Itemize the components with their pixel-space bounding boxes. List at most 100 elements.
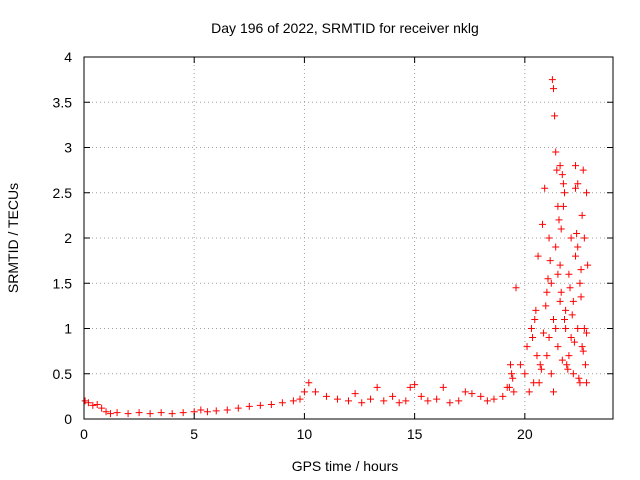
data-point	[546, 257, 554, 265]
data-point	[562, 306, 570, 314]
data-point	[509, 374, 517, 382]
data-point	[535, 379, 543, 387]
x-tick-label: 5	[190, 426, 198, 442]
data-point	[157, 409, 165, 417]
y-tick-label: 3	[64, 140, 72, 156]
data-point	[549, 85, 557, 93]
data-point	[93, 401, 101, 409]
y-tick-label: 1	[64, 321, 72, 337]
data-point	[311, 388, 319, 396]
data-point	[322, 392, 330, 400]
data-point	[549, 315, 557, 323]
data-point	[577, 266, 585, 274]
y-tick-label: 4	[64, 49, 72, 65]
data-point	[541, 184, 549, 192]
y-tick-label: 0.5	[53, 366, 73, 382]
data-point	[565, 352, 573, 360]
data-point	[146, 410, 154, 418]
data-point	[552, 243, 560, 251]
data-point	[576, 379, 584, 387]
data-point	[578, 343, 586, 351]
data-point	[584, 261, 592, 269]
chart-title: Day 196 of 2022, SRMTID for receiver nkl…	[211, 20, 479, 36]
data-point	[574, 180, 582, 188]
data-point	[583, 189, 591, 197]
data-point	[576, 279, 584, 287]
data-point	[81, 397, 89, 405]
data-point	[179, 409, 187, 417]
data-point	[439, 383, 447, 391]
data-point	[424, 397, 432, 405]
data-point	[561, 189, 569, 197]
y-tick-label: 1.5	[53, 275, 73, 291]
data-point	[554, 270, 562, 278]
data-point	[433, 395, 441, 403]
y-tick-label: 2.5	[53, 185, 73, 201]
data-point	[483, 397, 491, 405]
y-tick-label: 3.5	[53, 94, 73, 110]
data-point	[521, 370, 529, 378]
data-point	[567, 334, 575, 342]
data-point	[373, 383, 381, 391]
data-point	[389, 392, 397, 400]
data-point	[569, 370, 577, 378]
data-point	[537, 365, 545, 373]
data-point	[554, 343, 562, 351]
data-point	[84, 399, 92, 407]
data-point	[569, 297, 577, 305]
data-point	[562, 325, 570, 332]
data-point	[579, 166, 587, 174]
x-tick-label: 20	[517, 426, 533, 442]
data-point	[499, 392, 507, 400]
data-point	[579, 347, 587, 355]
data-point	[417, 392, 425, 400]
data-point	[544, 275, 552, 283]
data-point	[525, 388, 533, 396]
data-points	[81, 76, 592, 418]
data-point	[529, 334, 537, 342]
data-point	[477, 392, 485, 400]
data-point	[545, 334, 553, 342]
data-point	[572, 252, 580, 260]
data-point	[545, 234, 553, 242]
data-point	[89, 401, 97, 409]
data-point	[573, 229, 581, 237]
data-point	[102, 408, 110, 416]
data-point	[533, 352, 541, 360]
data-point	[559, 180, 567, 188]
chart-grid	[84, 57, 613, 419]
data-point	[570, 338, 578, 346]
data-point	[531, 315, 539, 323]
data-point	[106, 410, 114, 418]
data-point	[345, 397, 352, 405]
data-point	[556, 261, 564, 269]
data-point	[510, 388, 518, 396]
data-point	[406, 383, 414, 391]
data-point	[568, 311, 576, 319]
data-point	[402, 397, 410, 405]
data-point	[543, 288, 551, 296]
data-point	[547, 279, 555, 287]
data-point	[563, 361, 571, 369]
data-point	[333, 395, 341, 403]
data-point	[567, 234, 575, 242]
data-point	[512, 284, 520, 292]
data-point	[583, 379, 591, 387]
data-point	[267, 401, 275, 409]
data-point	[577, 293, 585, 301]
data-point	[553, 166, 561, 174]
data-point	[223, 406, 231, 414]
data-point	[411, 381, 419, 389]
data-point	[527, 325, 535, 332]
data-point	[256, 401, 264, 409]
data-point	[558, 356, 566, 364]
data-point	[547, 370, 555, 378]
data-point	[98, 404, 106, 412]
data-point	[536, 361, 544, 369]
data-point	[556, 162, 564, 170]
data-point	[580, 234, 588, 242]
y-axis-title: SRMTID / TECUs	[5, 183, 21, 293]
y-tick-label: 0	[64, 411, 72, 427]
data-point	[296, 395, 304, 403]
